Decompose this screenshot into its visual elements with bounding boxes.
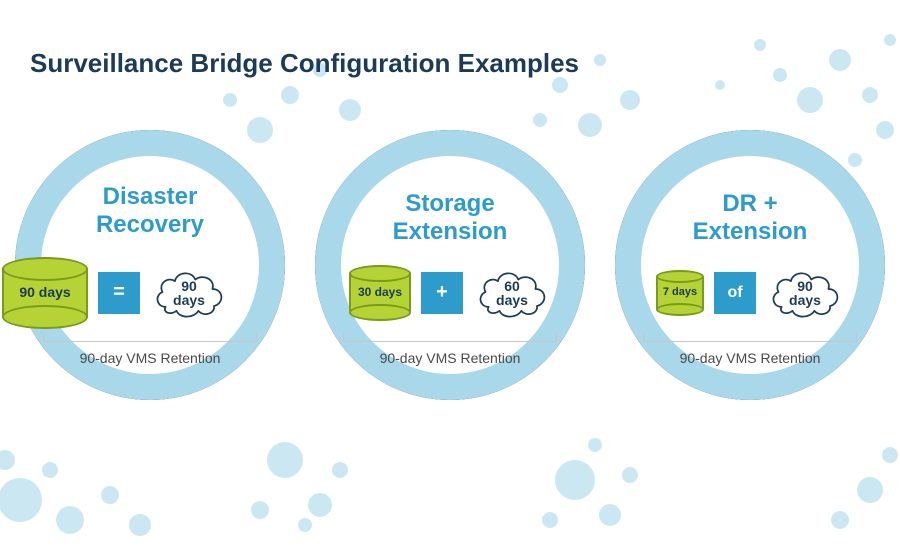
bg-bubble bbox=[298, 518, 312, 532]
cloud-icon: 90days bbox=[150, 264, 228, 322]
storage-cylinder-icon: 30 days bbox=[349, 265, 411, 321]
cloud-label: 90days bbox=[766, 264, 844, 322]
bg-bubble bbox=[599, 504, 621, 526]
config-ring-dr-extension: DR +Extension 7 days of 90days 90-day VMS … bbox=[615, 130, 885, 400]
cylinder-label: 90 days bbox=[19, 285, 70, 300]
cloud-label: 90days bbox=[150, 264, 228, 322]
equation-row: 7 days of 90days bbox=[656, 264, 844, 322]
bg-bubble bbox=[56, 506, 84, 534]
bg-bubble bbox=[555, 460, 595, 500]
cylinder-label: 30 days bbox=[358, 286, 402, 299]
bg-bubble bbox=[829, 49, 851, 71]
storage-cylinder-icon: 7 days bbox=[656, 270, 704, 316]
bg-bubble bbox=[223, 93, 237, 107]
bg-bubble bbox=[308, 493, 332, 517]
bg-bubble bbox=[251, 501, 269, 519]
cloud-icon: 60days bbox=[473, 264, 551, 322]
operator-box: of bbox=[714, 272, 756, 314]
storage-cylinder-icon: 90 days bbox=[2, 257, 88, 329]
bg-bubble bbox=[332, 462, 348, 478]
bg-bubble bbox=[542, 512, 558, 528]
bracket bbox=[643, 332, 857, 342]
bg-bubble bbox=[101, 486, 119, 504]
bg-bubble bbox=[0, 478, 42, 522]
operator-box: + bbox=[421, 272, 463, 314]
config-ring-disaster-recovery: DisasterRecovery 90 days = 90days 90-day V… bbox=[15, 130, 285, 400]
bg-bubble bbox=[715, 80, 725, 90]
bg-bubble bbox=[857, 477, 883, 503]
config-ring-storage-extension: StorageExtension 30 days + 60days 90-day V… bbox=[315, 130, 585, 400]
cloud-icon: 90days bbox=[766, 264, 844, 322]
bg-bubble bbox=[552, 77, 568, 93]
panel-title: DR +Extension bbox=[693, 190, 808, 245]
bracket bbox=[43, 332, 257, 342]
bg-bubble bbox=[129, 514, 151, 536]
bg-bubble bbox=[884, 34, 896, 46]
bg-bubble bbox=[622, 467, 638, 483]
cloud-label: 60days bbox=[473, 264, 551, 322]
equation-row: 30 days + 60days bbox=[349, 264, 551, 322]
panel-title: StorageExtension bbox=[393, 190, 508, 245]
bg-bubble bbox=[588, 438, 602, 452]
bracket bbox=[343, 332, 557, 342]
panel-caption: 90-day VMS Retention bbox=[315, 350, 585, 366]
equation-row: 90 days = 90days bbox=[2, 257, 228, 329]
bg-bubble bbox=[754, 39, 766, 51]
page-title: Surveillance Bridge Configuration Exampl… bbox=[30, 48, 579, 79]
bg-bubble bbox=[339, 99, 361, 121]
bg-bubble bbox=[862, 87, 878, 103]
bg-bubble bbox=[0, 450, 15, 470]
bg-bubble bbox=[882, 447, 898, 463]
panel-title: DisasterRecovery bbox=[96, 183, 204, 238]
bg-bubble bbox=[594, 54, 606, 66]
operator-box: = bbox=[98, 272, 140, 314]
panels-row: DisasterRecovery 90 days = 90days 90-day V… bbox=[0, 130, 900, 400]
bg-bubble bbox=[773, 68, 787, 82]
bg-bubble bbox=[797, 87, 823, 113]
cylinder-label: 7 days bbox=[663, 287, 697, 299]
bg-bubble bbox=[620, 90, 640, 110]
panel-caption: 90-day VMS Retention bbox=[15, 350, 285, 366]
bg-bubble bbox=[533, 113, 547, 127]
bg-bubble bbox=[831, 511, 849, 529]
panel-caption: 90-day VMS Retention bbox=[615, 350, 885, 366]
bg-bubble bbox=[42, 462, 58, 478]
bg-bubble bbox=[281, 86, 299, 104]
bg-bubble bbox=[267, 442, 303, 478]
